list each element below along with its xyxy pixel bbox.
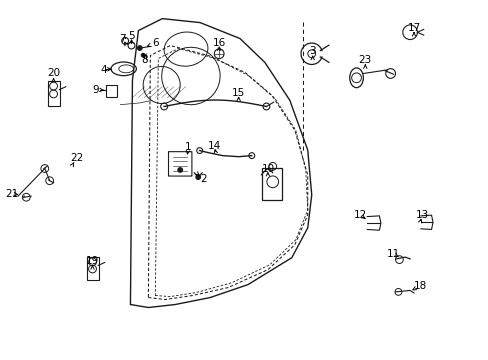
Text: 1: 1 <box>185 142 191 152</box>
Text: 2: 2 <box>200 174 206 184</box>
Text: 18: 18 <box>413 281 427 291</box>
Bar <box>86 257 99 280</box>
Text: 17: 17 <box>407 23 420 33</box>
Text: 15: 15 <box>231 88 245 98</box>
Text: 20: 20 <box>47 68 60 78</box>
Text: 16: 16 <box>212 38 225 48</box>
Text: 8: 8 <box>141 55 148 65</box>
Bar <box>48 81 60 106</box>
Bar <box>262 168 282 200</box>
Text: 5: 5 <box>128 31 135 41</box>
Circle shape <box>137 45 142 51</box>
Text: 11: 11 <box>386 248 399 258</box>
Text: 12: 12 <box>353 210 366 220</box>
Text: 21: 21 <box>5 189 18 199</box>
Text: 23: 23 <box>358 55 371 65</box>
Circle shape <box>177 167 183 173</box>
Text: 22: 22 <box>70 153 83 163</box>
Circle shape <box>141 53 145 58</box>
Circle shape <box>195 174 201 180</box>
Text: 7: 7 <box>119 34 126 44</box>
Text: 19: 19 <box>86 256 99 266</box>
Text: 13: 13 <box>415 210 428 220</box>
Text: 6: 6 <box>152 38 159 48</box>
Text: 4: 4 <box>101 64 107 75</box>
Text: 14: 14 <box>207 141 221 151</box>
Text: 9: 9 <box>92 85 99 95</box>
Text: 3: 3 <box>309 46 315 56</box>
Bar <box>106 85 117 97</box>
Text: 10: 10 <box>261 163 274 174</box>
